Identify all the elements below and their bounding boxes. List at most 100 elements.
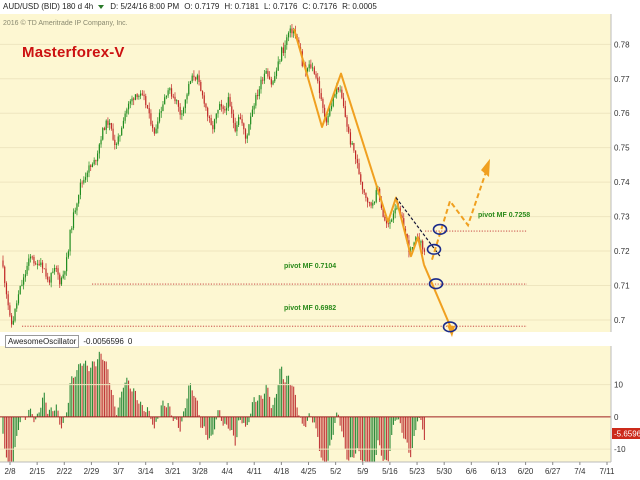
date-tick-label: 5/30: [436, 467, 452, 476]
candle-body: [29, 256, 32, 259]
candle-body: [353, 143, 355, 151]
candle-body: [47, 276, 49, 280]
candle-body: [203, 95, 205, 104]
price-tick-label: 0.73: [614, 213, 630, 222]
candle-body: [329, 109, 331, 116]
candle-body: [375, 190, 377, 202]
symbol-label[interactable]: AUD/USD (BID) 180 d 4h: [3, 2, 94, 11]
candle-body: [337, 87, 339, 91]
oscillator-name[interactable]: AwesomeOscillator: [5, 335, 80, 348]
candle-body: [406, 234, 408, 241]
candle-body: [59, 274, 61, 285]
candle-body: [143, 94, 145, 97]
candle-body: [339, 89, 341, 91]
candle-body: [227, 97, 229, 108]
candle-body: [183, 108, 185, 114]
candle-body: [57, 268, 59, 275]
candle-body: [109, 123, 111, 125]
candle-body: [176, 100, 178, 102]
date-tick-label: 2/29: [84, 467, 100, 476]
candle-body: [189, 81, 192, 85]
chevron-down-icon[interactable]: [98, 5, 105, 9]
candle-body: [78, 194, 80, 204]
candle-body: [226, 107, 228, 111]
candle-body: [260, 79, 262, 90]
candle-body: [236, 125, 238, 132]
candle-body: [210, 118, 212, 126]
date-tick-label: 5/9: [357, 467, 369, 476]
oscillator-axis[interactable]: -5.6596 10 0 -10: [0, 346, 640, 462]
candle-body: [220, 104, 223, 107]
candle-body: [14, 308, 16, 321]
candle-body: [126, 109, 128, 114]
price-axis[interactable]: 0.78 0.77 0.76 0.75 0.74 0.73 0.72 0.71 0.7: [610, 14, 630, 332]
candle-body: [93, 160, 95, 165]
date-tick-label: 3/7: [113, 467, 125, 476]
candle-body: [64, 271, 66, 275]
price-tick-label: 0.75: [614, 144, 630, 153]
date-tick-label: 6/27: [545, 467, 561, 476]
candle-body: [205, 103, 207, 108]
candle-body: [19, 285, 21, 295]
candle-body: [410, 248, 412, 253]
candle-body: [291, 28, 293, 34]
candle-body: [131, 98, 133, 102]
candle-body: [21, 284, 23, 286]
price-tick-label: 0.72: [614, 247, 630, 256]
candle-body: [152, 124, 154, 129]
candle-body: [169, 88, 171, 91]
candle-body: [40, 262, 42, 266]
candle-body: [48, 279, 51, 283]
candle-body: [219, 104, 221, 110]
candle-body: [81, 182, 83, 184]
candle-body: [215, 113, 217, 120]
candle-body: [422, 241, 424, 250]
candle-body: [250, 116, 252, 125]
candle-body: [170, 88, 173, 97]
candle-body: [384, 216, 386, 221]
candle-body: [155, 128, 157, 134]
candle-body: [256, 95, 259, 97]
pivot-circle: [428, 278, 444, 290]
candle-body: [387, 223, 389, 225]
candle-body: [313, 67, 315, 74]
candle-body: [201, 90, 204, 96]
candle-body: [365, 192, 367, 199]
date-axis[interactable]: 2/8 2/15 2/22 2/29 3/7 3/14 3/21 3/28 4/4 4/11 4/1…: [0, 461, 640, 480]
candle-body: [62, 274, 64, 278]
candle-body: [391, 219, 393, 222]
candle-body: [198, 75, 200, 82]
candle-body: [196, 75, 198, 80]
candle-body: [360, 174, 362, 182]
date-tick-label: 2/15: [29, 467, 45, 476]
range-readout: R: 0.0005: [342, 2, 377, 11]
candle-body: [234, 122, 236, 132]
candle-body: [394, 208, 396, 214]
pivot-labels: pivot MF 0.7258 pivot MF 0.7104 pivot MF…: [284, 212, 530, 312]
candle-body: [351, 143, 353, 145]
pivot-lines: [22, 230, 527, 327]
candle-body: [401, 215, 403, 219]
candle-body: [239, 117, 241, 120]
price-tick-label: 0.71: [614, 281, 630, 290]
date-tick-label: 6/13: [491, 467, 507, 476]
candle-body: [107, 120, 109, 125]
candle-body: [344, 106, 346, 117]
oscillator-plot-background: [0, 346, 611, 462]
candle-body: [115, 144, 118, 145]
candle-body: [60, 277, 63, 285]
candle-body: [217, 109, 219, 114]
candle-body: [222, 106, 224, 110]
oscillator-tick-label: 0: [614, 413, 619, 422]
candle-body: [2, 260, 4, 267]
candle-body: [76, 203, 78, 211]
candle-body: [392, 213, 395, 220]
awesome-oscillator-bars: [2, 351, 425, 476]
date-tick-label: 3/21: [165, 467, 181, 476]
date-tick-label: 7/11: [600, 467, 616, 476]
candle-body: [265, 70, 267, 74]
date-tick-label: 6/20: [518, 467, 534, 476]
date-tick-label: 2/8: [4, 467, 16, 476]
candle-body: [7, 294, 9, 306]
